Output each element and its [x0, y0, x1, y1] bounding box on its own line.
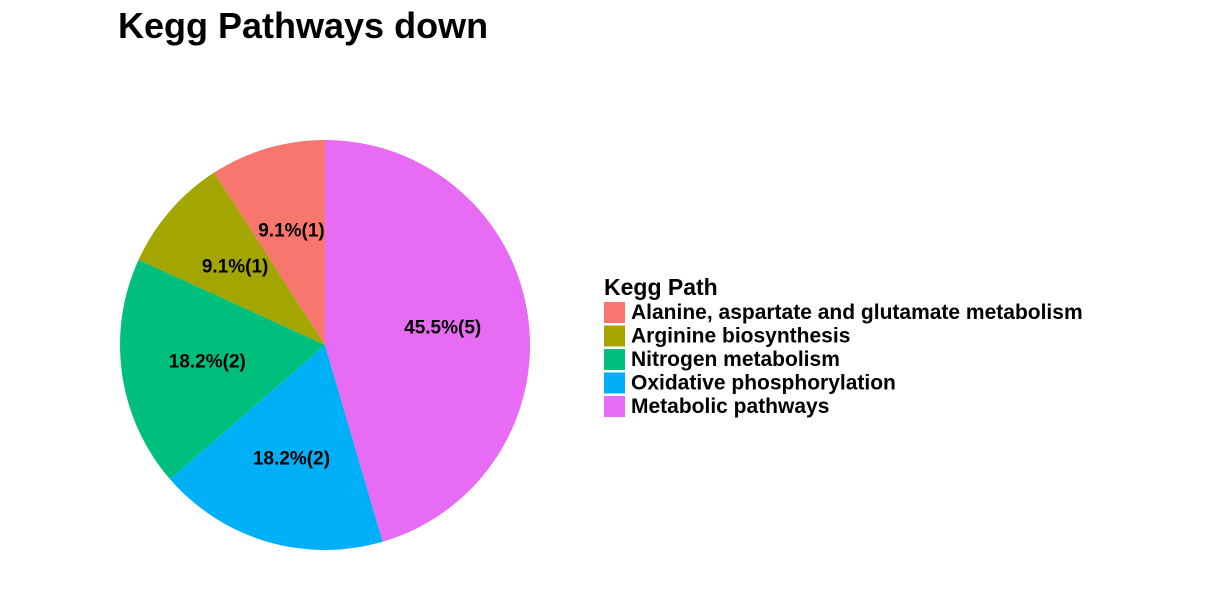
pie-slice-oxidative-phosphorylation [170, 345, 383, 551]
pie-slice-label: 18.2%(2) [169, 351, 246, 372]
legend-swatch-alanine-aspartate-and-glutamate-metabolism [604, 302, 625, 323]
pie-slice-label: 9.1%(1) [258, 220, 325, 241]
legend-items: Alanine, aspartate and glutamate metabol… [604, 301, 1083, 418]
legend-label-oxidative-phosphorylation: Oxidative phosphorylation [631, 372, 896, 395]
legend-label-arginine-biosynthesis: Arginine biosynthesis [631, 325, 850, 348]
legend-swatch-metabolic-pathways [604, 396, 625, 417]
pie-slice-label: 9.1%(1) [202, 257, 269, 278]
legend-swatch-oxidative-phosphorylation [604, 372, 625, 394]
pie-slice-label: 45.5%(5) [404, 318, 481, 339]
legend-swatch-nitrogen-metabolism [604, 349, 625, 370]
legend-label-nitrogen-metabolism: Nitrogen metabolism [631, 348, 840, 371]
legend-title: Kegg Path [604, 274, 718, 300]
pie-slices [120, 140, 531, 551]
legend: Kegg Path Alanine, aspartate and glutama… [604, 274, 1083, 418]
pie-slice-metabolic-pathways [325, 140, 531, 542]
pie-slice-nitrogen-metabolism [120, 259, 325, 480]
legend-label-alanine-aspartate-and-glutamate-metabolism: Alanine, aspartate and glutamate metabol… [631, 301, 1083, 324]
chart-title: Kegg Pathways down [118, 5, 488, 46]
pie-slice-alanine-aspartate-and-glutamate-metabolism [214, 140, 325, 345]
legend-label-metabolic-pathways: Metabolic pathways [631, 395, 829, 418]
pie-slice-labels: 9.1%(1) 9.1%(1) 18.2%(2) 18.2%(2) 45.5%(5) [169, 220, 481, 469]
pie-slice-arginine-biosynthesis [138, 172, 325, 345]
legend-swatch-arginine-biosynthesis [604, 325, 625, 347]
pie-slice-label: 18.2%(2) [253, 449, 330, 470]
